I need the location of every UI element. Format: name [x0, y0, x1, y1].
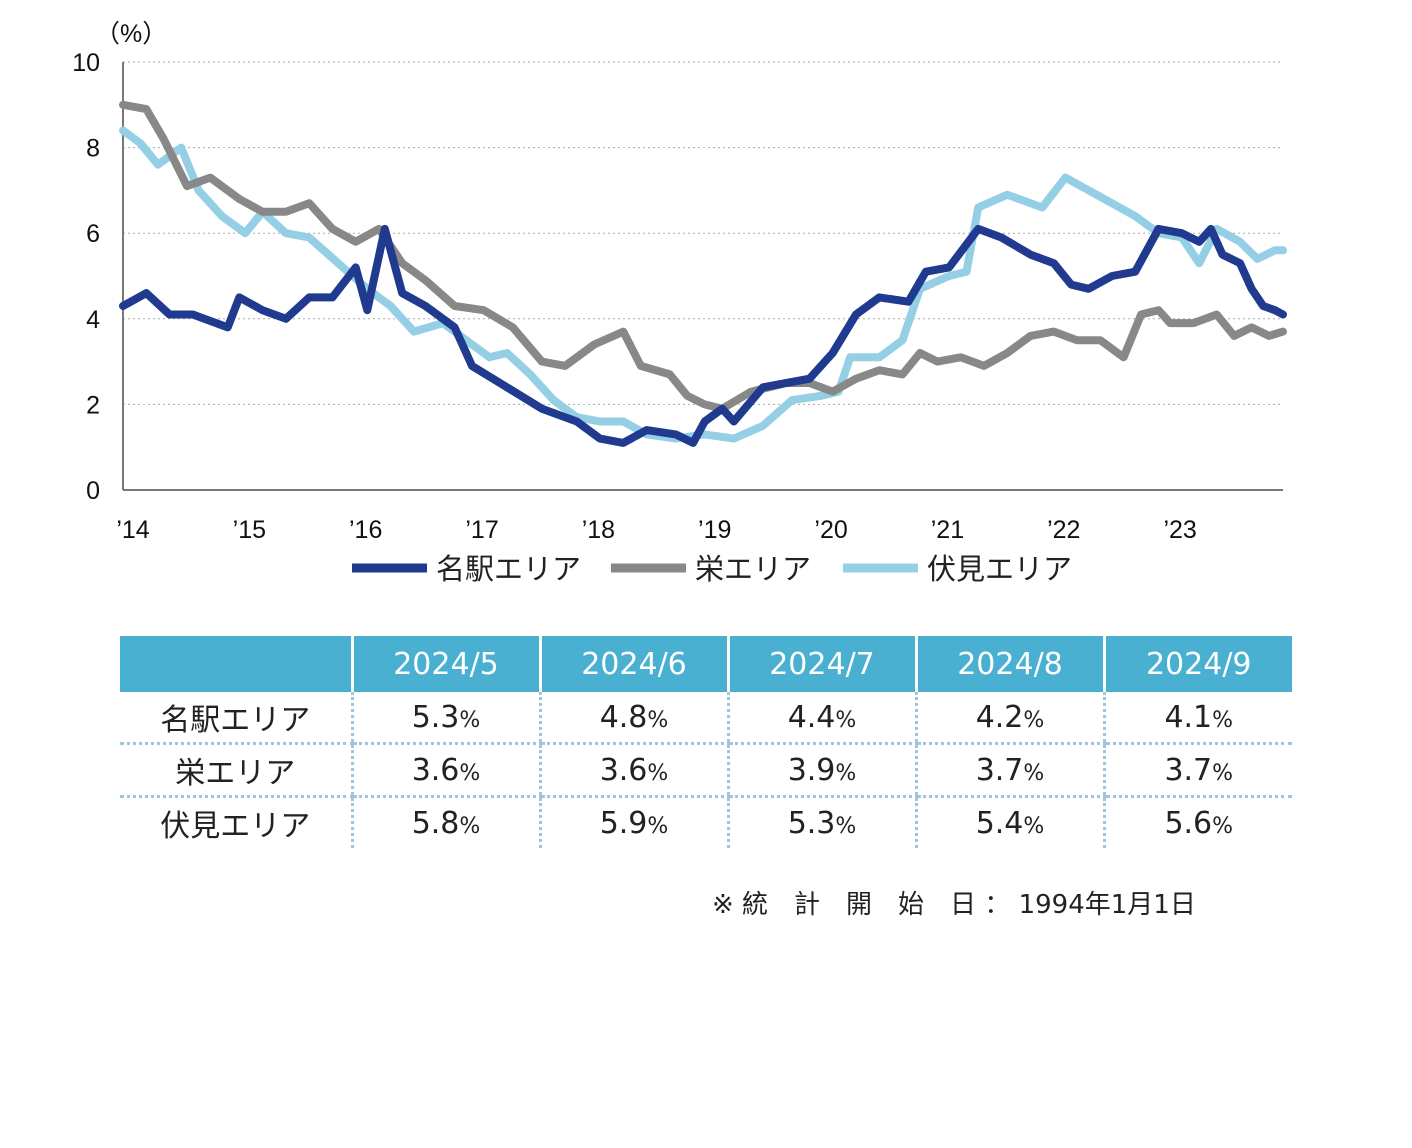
table-cell: 5.3% [350, 692, 540, 745]
cell-unit: % [647, 760, 669, 786]
x-tick-label: ’22 [1047, 516, 1080, 544]
cell-value: 3.9 [787, 752, 836, 788]
cell-unit: % [1023, 760, 1045, 786]
cell-value: 4.4 [787, 699, 836, 735]
table-cell: 3.6% [350, 743, 540, 798]
x-tick-label: ’20 [814, 516, 847, 544]
cell-value: 5.3 [787, 805, 836, 841]
y-tick-label: 2 [86, 391, 100, 419]
cell-value: 5.6 [1164, 805, 1213, 841]
cell-unit: % [1212, 760, 1234, 786]
series-line-1 [119, 224, 1287, 447]
table-row: 伏見エリア 5.8% 5.9% 5.3% 5.4% 5.6% [120, 796, 1292, 848]
cell-value: 3.6 [411, 752, 460, 788]
cell-unit: % [835, 813, 857, 839]
x-tick-label: ’15 [233, 516, 266, 544]
chart-tick-labels: 0 2 4 6 8 10（%） ’14 ’15 ’16 ’17 ’18 ’19 ’20 ’21 ’22 ’23 [72, 20, 1197, 544]
table-cell: 4.4% [726, 692, 916, 745]
table-cell: 3.7% [1102, 743, 1292, 798]
table-header-cell: 2024/8 [914, 636, 1104, 692]
cell-value: 4.2 [975, 699, 1024, 735]
y-tick-label: 8 [86, 135, 100, 163]
cell-value: 3.7 [1164, 752, 1213, 788]
cell-unit: % [459, 760, 481, 786]
rates-table: 2024/5 2024/6 2024/7 2024/8 2024/9 名駅エリア… [120, 636, 1292, 848]
x-tick-label: ’21 [931, 516, 964, 544]
table-cell: 4.8% [538, 692, 728, 745]
table-cell: 4.1% [1102, 692, 1292, 745]
cell-unit: % [835, 760, 857, 786]
table-cell: 3.6% [538, 743, 728, 798]
table-cell: 5.4% [914, 796, 1104, 848]
y-tick-label: 10 [72, 49, 100, 77]
table-cell: 3.9% [726, 743, 916, 798]
cell-unit: % [1023, 813, 1045, 839]
cell-unit: % [647, 707, 669, 733]
cell-value: 5.3 [411, 699, 460, 735]
cell-value: 5.4 [975, 805, 1024, 841]
table-cell: 5.3% [726, 796, 916, 848]
cell-value: 5.9 [599, 805, 648, 841]
line-chart: 0 2 4 6 8 10（%） ’14 ’15 ’16 ’17 ’18 ’19 ’20 ’21 ’22 ’23… [72, 20, 1287, 586]
table-cell: 5.9% [538, 796, 728, 848]
table-cell: 5.8% [350, 796, 540, 848]
legend-label: 名駅エリア [436, 552, 581, 586]
x-tick-label: ’23 [1163, 516, 1196, 544]
cell-unit: % [647, 813, 669, 839]
legend-label: 伏見エリア [927, 552, 1072, 586]
cell-unit: % [835, 707, 857, 733]
statistics-start-note: ※ 統 計 開 始 日 ： 1994年1月1日 [712, 890, 1196, 920]
table-cell: 5.6% [1102, 796, 1292, 848]
chart-legend: 名駅エリア 栄エリア 伏見エリア [352, 552, 1072, 586]
cell-value: 3.7 [975, 752, 1024, 788]
cell-value: 3.6 [599, 752, 648, 788]
table-row: 栄エリア 3.6% 3.6% 3.9% 3.7% 3.7% [120, 743, 1292, 798]
x-tick-label: ’18 [582, 516, 615, 544]
table-header-corner [120, 636, 352, 692]
table-header-cell: 2024/7 [726, 636, 916, 692]
table-cell: 4.2% [914, 692, 1104, 745]
y-tick-label: 0 [86, 477, 100, 505]
row-label: 名駅エリア [120, 692, 352, 745]
y-tick-label: 6 [86, 220, 100, 248]
cell-value: 5.8 [411, 805, 460, 841]
table-header-cell: 2024/5 [350, 636, 540, 692]
row-label: 伏見エリア [160, 809, 311, 844]
cell-unit: % [1023, 707, 1045, 733]
y-unit-label: （%） [95, 20, 167, 48]
cell-value: 4.1 [1164, 699, 1213, 735]
x-tick-label: ’14 [116, 516, 149, 544]
chart-series-group [119, 100, 1287, 447]
cell-unit: % [1212, 813, 1234, 839]
table-row: 名駅エリア 5.3% 4.8% 4.4% 4.2% 4.1% [120, 692, 1292, 745]
table-header-cell: 2024/9 [1102, 636, 1292, 692]
series-line-3 [119, 126, 1287, 443]
table-header-cell: 2024/6 [538, 636, 728, 692]
row-label: 栄エリア [120, 743, 352, 798]
cell-unit: % [459, 813, 481, 839]
table-cell: 3.7% [914, 743, 1104, 798]
table-header-row: 2024/5 2024/6 2024/7 2024/8 2024/9 [120, 636, 1292, 692]
series-line-2 [119, 100, 1287, 413]
x-tick-label: ’16 [349, 516, 382, 544]
x-tick-label: ’17 [465, 516, 498, 544]
cell-unit: % [1212, 707, 1234, 733]
y-tick-label: 4 [86, 306, 100, 334]
x-tick-label: ’19 [698, 516, 731, 544]
legend-label: 栄エリア [695, 552, 811, 586]
cell-unit: % [459, 707, 481, 733]
cell-value: 4.8 [599, 699, 648, 735]
